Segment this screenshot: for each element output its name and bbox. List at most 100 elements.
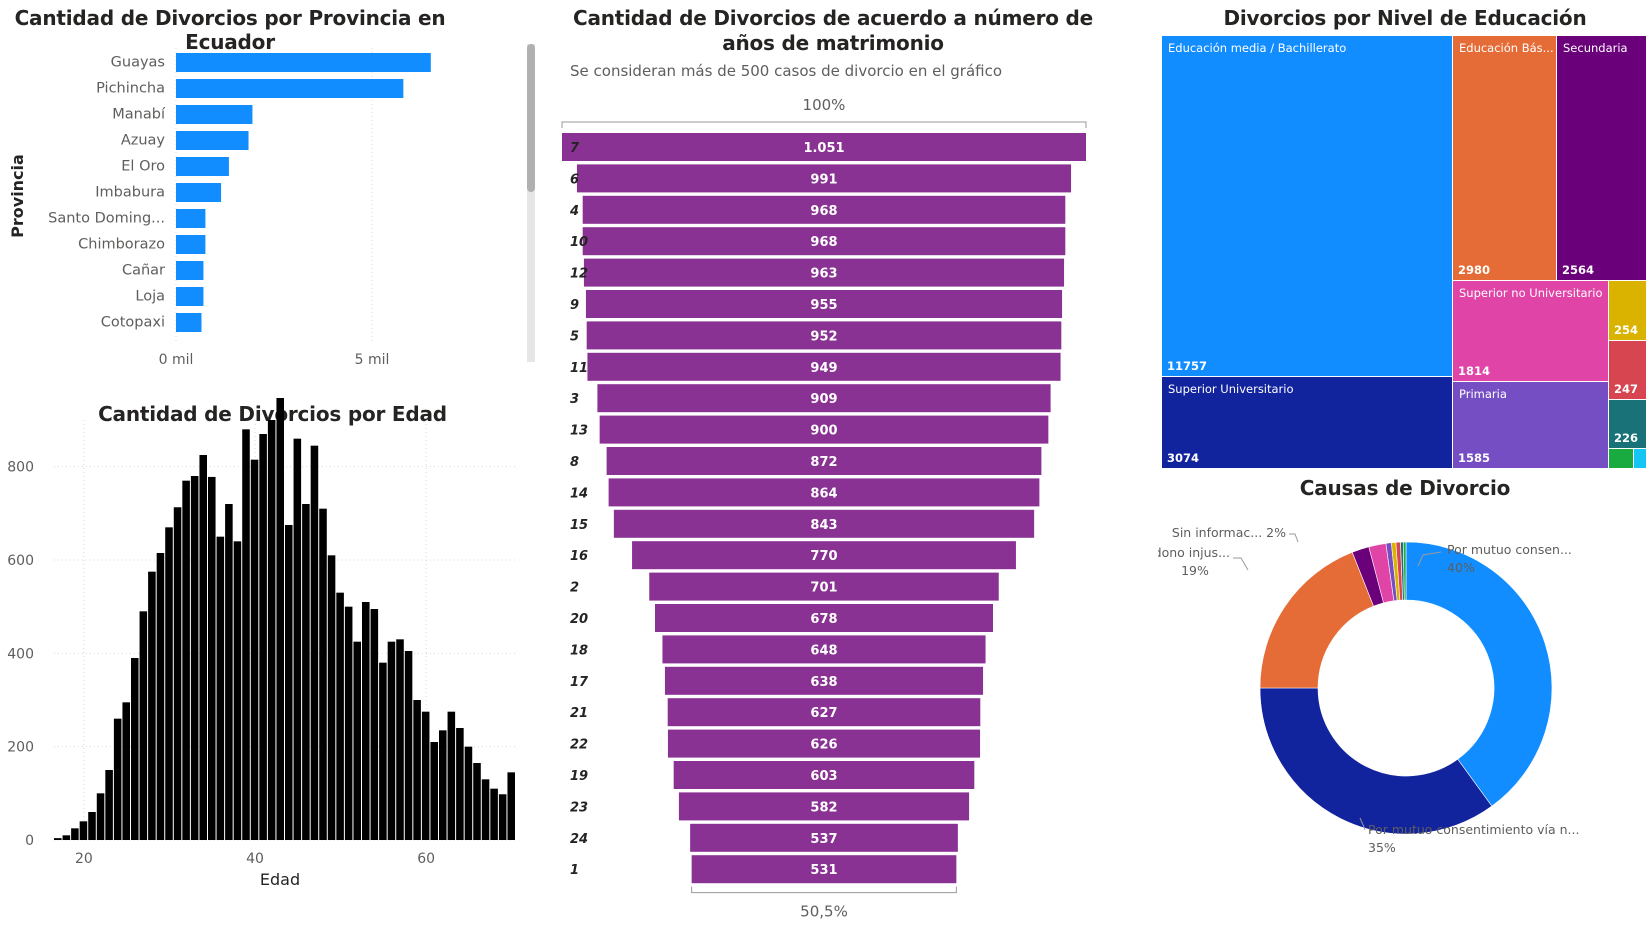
age-x-tick: 40 — [246, 851, 264, 867]
treemap-tile[interactable]: Secundaria 2564 — [1557, 36, 1646, 280]
funnel-category-label: 2 — [570, 581, 579, 596]
treemap-tile[interactable]: Superior no Universitario 1814 — [1453, 281, 1608, 381]
age-bar — [421, 711, 430, 840]
age-y-tick: 200 — [7, 740, 34, 756]
donut-label: Sin informac... 2% — [1172, 525, 1286, 540]
funnel-panel: Cantidad de Divorcios de acuerdo a númer… — [548, 0, 1148, 936]
causes-panel: Causas de Divorcio Por mutuo consen... 40… — [1158, 470, 1652, 936]
provinces-scrollbar-thumb[interactable] — [527, 44, 535, 192]
provinces-bar — [176, 105, 253, 124]
funnel-value-label: 955 — [810, 298, 837, 313]
provinces-bar — [176, 53, 431, 72]
donut-label: El abandono injus... — [1158, 545, 1230, 560]
age-bar — [71, 828, 79, 840]
age-bar — [96, 793, 105, 840]
funnel-bar — [673, 761, 975, 789]
funnel-category-label: 19 — [570, 769, 588, 784]
causes-chart-title: Causas de Divorcio — [1299, 476, 1511, 500]
age-bar — [370, 609, 379, 840]
donut-slice — [1405, 541, 1553, 807]
treemap-tile[interactable]: 247 — [1609, 341, 1646, 399]
age-bar — [507, 772, 515, 840]
treemap-tile[interactable]: Primaria 1585 — [1453, 382, 1608, 468]
funnel-category-label: 13 — [570, 424, 588, 439]
causes-donut-chart: Por mutuo consen... 40% Por mutuo consenti… — [1158, 525, 1579, 855]
funnel-value-label: 991 — [810, 172, 837, 187]
funnel-value-label: 864 — [810, 486, 837, 501]
funnel-bar — [562, 133, 1086, 161]
funnel-value-label: 770 — [810, 549, 837, 564]
provinces-category-label: Cotopaxi — [101, 315, 165, 331]
treemap-tile[interactable]: 254 — [1609, 281, 1646, 340]
funnel-value-label: 952 — [810, 329, 837, 344]
age-bar — [447, 711, 456, 840]
age-bar — [62, 835, 71, 840]
funnel-value-label: 968 — [810, 204, 837, 219]
age-bar — [396, 639, 404, 840]
treemap-tile-value: 226 — [1614, 431, 1639, 445]
provinces-category-label: Guayas — [111, 55, 165, 71]
age-bar — [216, 536, 225, 840]
treemap-tile-value: 1814 — [1458, 364, 1491, 378]
treemap-tile-value: 1585 — [1458, 451, 1491, 465]
provinces-x-tick: 5 mil — [355, 352, 390, 368]
funnel-value-label: 678 — [810, 612, 837, 627]
funnel-bar — [613, 509, 1035, 538]
age-bar — [276, 398, 284, 840]
provinces-bar — [176, 183, 222, 202]
funnel-category-label: 20 — [570, 612, 588, 627]
treemap-tile[interactable]: Educación media / Bachillerato 11757 — [1162, 36, 1452, 376]
provinces-x-tick: 0 mil — [159, 352, 194, 368]
funnel-category-label: 12 — [570, 267, 588, 282]
age-bar — [285, 525, 293, 840]
provinces-bar — [176, 79, 404, 98]
age-bar — [131, 658, 139, 840]
donut-slice — [1259, 687, 1493, 835]
funnel-bar — [585, 290, 1063, 318]
provinces-scrollbar[interactable] — [527, 44, 535, 362]
age-bar — [387, 641, 396, 840]
funnel-bar — [691, 855, 957, 884]
donut-callout: Por mutuo consentimiento vía n... 35% — [1359, 817, 1579, 855]
age-bar — [122, 702, 130, 840]
treemap-tile[interactable]: Superior Universitario 3074 — [1162, 377, 1452, 468]
funnel-category-label: 15 — [570, 518, 588, 533]
education-treemap: Educación media / Bachillerato 11757 Super… — [1162, 36, 1646, 468]
funnel-bar — [649, 572, 999, 601]
donut-callout-line — [1359, 817, 1366, 831]
treemap-tile[interactable]: 226 — [1609, 400, 1646, 448]
funnel-category-label: 5 — [570, 329, 579, 344]
treemap-tile-label: Educación media / Bachillerato — [1168, 41, 1347, 55]
age-bar — [404, 651, 413, 840]
age-bar — [362, 602, 370, 840]
age-chart: 0 200 400 600 800 20 40 60 Edad — [7, 398, 516, 889]
age-bar — [310, 445, 319, 840]
funnel-value-label: 909 — [810, 392, 837, 407]
age-bar — [344, 606, 353, 840]
funnel-category-label: 7 — [570, 141, 580, 156]
provinces-bar — [176, 131, 249, 150]
donut-pct-label: 35% — [1368, 840, 1396, 855]
donut-callout-line — [1417, 551, 1442, 567]
funnel-category-label: 6 — [570, 172, 579, 187]
age-bar — [267, 420, 276, 840]
funnel-category-label: 8 — [570, 455, 579, 470]
treemap-tile[interactable] — [1634, 449, 1646, 468]
donut-callout-line — [1289, 533, 1299, 543]
provinces-bar — [176, 261, 204, 280]
age-bar — [165, 527, 173, 840]
treemap-tile-label: Superior no Universitario — [1459, 286, 1603, 300]
age-x-tick: 60 — [417, 851, 435, 867]
provinces-category-label: Santo Doming... — [48, 211, 165, 227]
funnel-value-label: 872 — [810, 455, 837, 470]
funnel-chart-title: Cantidad de Divorcios de acuerdo a númer… — [572, 6, 1094, 55]
age-bar — [439, 730, 447, 840]
funnel-category-label: 21 — [570, 706, 588, 721]
funnel-category-label: 3 — [570, 392, 579, 407]
treemap-tile[interactable]: Educación Bás... 2980 — [1453, 36, 1556, 280]
donut-slice — [1402, 541, 1407, 601]
provinces-category-label: Cañar — [122, 263, 165, 279]
funnel-bottom-pct: 50,5% — [800, 903, 848, 921]
treemap-tile[interactable] — [1609, 449, 1633, 468]
funnel-bar — [690, 823, 958, 852]
